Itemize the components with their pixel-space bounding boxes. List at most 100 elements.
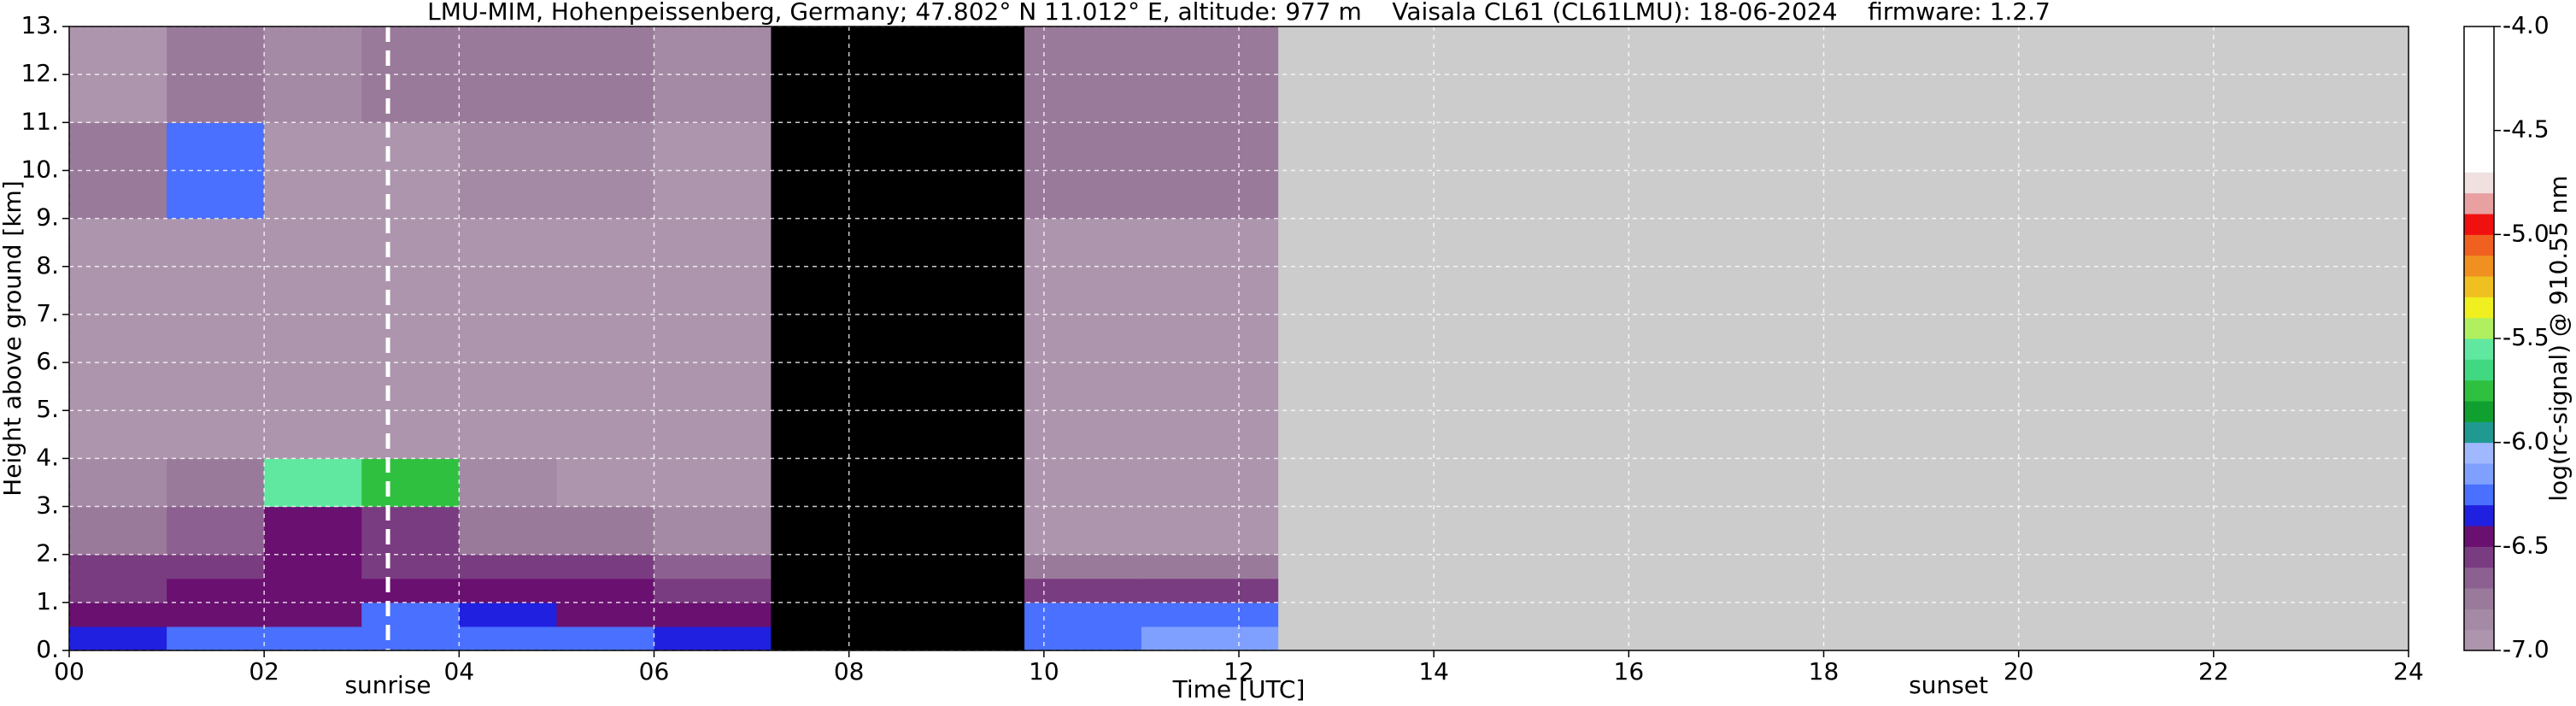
x-axis-label: Time [UTC] (1172, 675, 1306, 703)
colorbar-swatch (2464, 588, 2494, 609)
x-tick-label: 16 (1614, 657, 1645, 685)
heat-cell (654, 626, 772, 651)
heat-cell (167, 218, 265, 363)
colorbar-swatch (2464, 629, 2494, 651)
y-tick-label: 11. (21, 107, 59, 135)
colorbar-swatch (2464, 546, 2494, 568)
x-tick-label: 10 (1029, 657, 1059, 685)
colorbar-swatch (2464, 234, 2494, 256)
heat-cell (556, 602, 654, 627)
heat-cell (361, 506, 460, 556)
plot-frame (68, 26, 2409, 651)
colorbar-swatch (2464, 504, 2494, 527)
heat-cell (654, 218, 772, 363)
heat-cell (167, 602, 265, 627)
heat-cell (361, 26, 460, 123)
heat-cell (69, 602, 167, 627)
heat-cell (654, 506, 772, 556)
heat-cell (771, 554, 1025, 580)
y-tick-label: 8. (36, 251, 59, 279)
colorbar-swatch (2464, 567, 2494, 589)
heat-cell (361, 362, 460, 459)
heat-cell (361, 554, 460, 580)
heat-cell (556, 578, 654, 603)
heat-cell (264, 218, 362, 363)
heat-cell (556, 458, 654, 508)
marker-label: sunset (1909, 671, 1988, 699)
x-tick-label: 00 (54, 657, 85, 685)
heat-cell (1141, 578, 1279, 603)
x-tick-label: 04 (444, 657, 475, 685)
colorbar-swatch (2464, 151, 2494, 173)
y-tick-label: 7. (36, 299, 59, 327)
colorbar-swatch (2464, 214, 2494, 235)
heat-cell (361, 578, 460, 603)
colorbar-tick-label: -7.0 (2503, 635, 2550, 663)
heat-cell (69, 626, 167, 651)
heat-cell (264, 578, 362, 603)
y-tick-label: 9. (36, 203, 59, 232)
heat-cell (264, 626, 362, 651)
x-tick-label: 02 (249, 657, 279, 685)
colorbar-tick-label: -4.0 (2503, 11, 2550, 39)
heat-cell (459, 458, 557, 508)
x-tick-label: 12 (1223, 657, 1254, 685)
y-tick-label: 10. (21, 155, 59, 183)
colorbar-tick-label: -5.0 (2503, 219, 2550, 247)
heat-cell (1024, 578, 1142, 603)
heat-cell (1024, 506, 1142, 556)
heat-cell (459, 506, 557, 556)
heat-cell (69, 506, 167, 556)
y-tick-label: 0. (36, 635, 59, 663)
heat-cell (1024, 554, 1142, 580)
y-tick-label: 3. (36, 491, 59, 520)
heat-cell (264, 122, 362, 220)
colorbar-swatch (2464, 359, 2494, 381)
heat-cell (556, 218, 654, 363)
x-tick-label: 08 (834, 657, 865, 685)
colorbar-tick-label: -6.0 (2503, 427, 2550, 456)
x-tick-label: 22 (2198, 657, 2229, 685)
colorbar-label: log(rc-signal) @ 910.55 nm (2544, 175, 2573, 501)
heat-cell (69, 218, 167, 363)
y-tick-label: 12. (21, 59, 59, 87)
y-tick-label: 2. (36, 539, 59, 568)
heat-cell (1141, 506, 1279, 556)
heat-cell (654, 602, 772, 627)
y-tick-label: 5. (36, 395, 59, 423)
y-tick-label: 4. (36, 443, 59, 471)
heat-cell (264, 602, 362, 627)
x-tick-label: 14 (1418, 657, 1449, 685)
heat-cell (654, 554, 772, 580)
heat-cell (264, 506, 362, 556)
colorbar-tick-label: -6.5 (2503, 531, 2550, 559)
colorbar-swatch (2464, 26, 2494, 48)
colorbar-swatch (2464, 463, 2494, 485)
heat-cell (1141, 218, 1279, 363)
colorbar-swatch (2464, 401, 2494, 422)
x-tick-label: 20 (2004, 657, 2034, 685)
heat-cell (69, 554, 167, 580)
colorbar-swatch (2464, 421, 2494, 444)
heat-cell (69, 578, 167, 603)
heat-cell (771, 218, 1025, 363)
heat-cell (1024, 458, 1142, 508)
colorbar-swatch (2464, 192, 2494, 215)
x-tick-label: 18 (1809, 657, 1840, 685)
heat-cell (1141, 458, 1279, 508)
colorbar-swatch (2464, 130, 2494, 152)
colorbar-swatch (2464, 484, 2494, 506)
heat-cell (1141, 602, 1279, 627)
heat-cell (1024, 602, 1142, 627)
colorbar-swatch (2464, 172, 2494, 194)
y-tick-label: 1. (36, 587, 59, 615)
heat-cell (1141, 626, 1279, 651)
heat-cell (654, 578, 772, 603)
heat-cell (167, 626, 265, 651)
heat-cell (654, 458, 772, 508)
colorbar-swatch (2464, 317, 2494, 339)
colorbar-tick-label: -4.5 (2503, 115, 2550, 144)
colorbar-tick-label: -5.5 (2503, 323, 2550, 351)
heat-cell (69, 26, 167, 123)
